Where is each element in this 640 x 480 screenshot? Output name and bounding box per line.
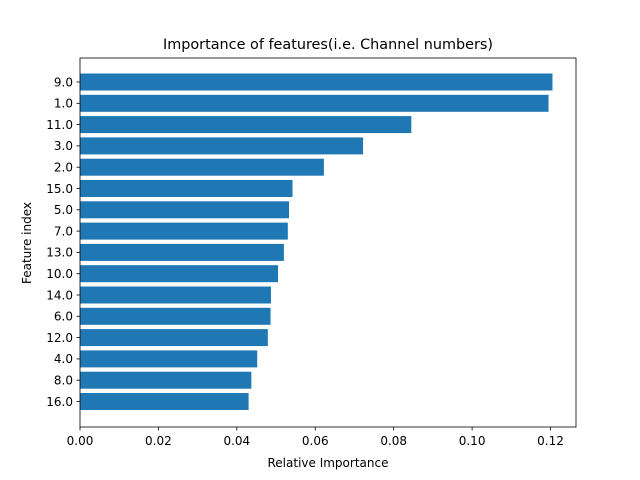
bar-13.0: [80, 243, 284, 261]
bar-11.0: [80, 116, 412, 134]
x-tick-label: 0.04: [223, 434, 250, 448]
bar-1.0: [80, 94, 549, 112]
x-tick-label: 0.02: [145, 434, 172, 448]
x-axis-ticks: 0.00 0.02 0.04 0.06 0.08 0.10 0.12: [67, 427, 564, 448]
bar-3.0: [80, 137, 364, 155]
y-tick-label: 10.0: [46, 267, 73, 281]
y-tick-label: 16.0: [46, 395, 73, 409]
y-tick-label: 8.0: [54, 374, 73, 388]
y-tick-label: 9.0: [54, 75, 73, 89]
y-tick-label: 12.0: [46, 331, 73, 345]
y-tick-label: 5.0: [54, 203, 73, 217]
y-tick-label: 2.0: [54, 161, 73, 175]
bar-14.0: [80, 286, 271, 304]
x-tick-label: 0.08: [380, 434, 407, 448]
x-tick-label: 0.00: [67, 434, 94, 448]
bar-series: [80, 73, 553, 410]
bar-6.0: [80, 307, 271, 325]
bar-15.0: [80, 180, 293, 197]
bar-12.0: [80, 329, 268, 347]
x-axis-label: Relative Importance: [268, 456, 389, 470]
y-axis-ticks: 9.0 1.0 11.0 3.0 2.0 15.0 5.0 7.0 13.0 10.0 14.0 6.…: [46, 75, 80, 409]
chart-title: Importance of features(i.e. Channel numb…: [163, 37, 493, 53]
plot-area-frame: [79, 57, 577, 428]
bar-8.0: [80, 371, 252, 389]
bar-10.0: [80, 265, 279, 283]
y-axis-label: Feature index: [20, 202, 34, 284]
x-tick-label: 0.12: [537, 434, 564, 448]
y-tick-label: 3.0: [54, 139, 73, 153]
y-tick-label: 7.0: [54, 224, 73, 238]
y-tick-label: 6.0: [54, 310, 73, 324]
bar-5.0: [80, 201, 289, 219]
bar-4.0: [80, 350, 258, 368]
y-tick-label: 15.0: [46, 182, 73, 196]
bar-2.0: [80, 158, 324, 176]
y-tick-label: 14.0: [46, 288, 73, 302]
bar-9.0: [80, 73, 553, 91]
x-tick-label: 0.06: [302, 434, 329, 448]
y-tick-label: 11.0: [46, 118, 73, 132]
bar-7.0: [80, 222, 288, 240]
y-tick-label: 1.0: [54, 97, 73, 111]
x-tick-label: 0.10: [459, 434, 486, 448]
y-tick-label: 4.0: [54, 352, 73, 366]
y-tick-label: 13.0: [46, 246, 73, 260]
bar-16.0: [80, 393, 249, 410]
